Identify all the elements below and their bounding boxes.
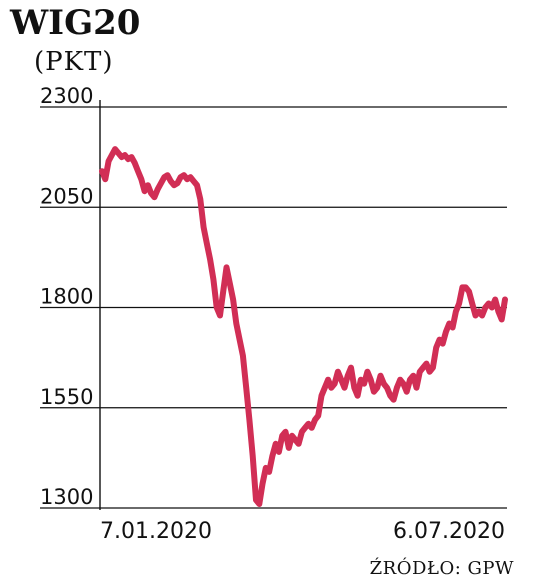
series-lines bbox=[99, 146, 508, 507]
x-axis-end-label: 6.07.2020 bbox=[393, 519, 505, 544]
y-axis-tick-labels: 2300 2050 1800 1550 1300 bbox=[40, 84, 93, 509]
y-tick-label: 1300 bbox=[40, 485, 93, 509]
y-tick-label: 1550 bbox=[40, 385, 93, 409]
gridlines bbox=[40, 106, 507, 509]
chart-title: WIG20 bbox=[9, 3, 140, 43]
y-tick-label: 1800 bbox=[40, 285, 93, 309]
y-tick-label: 2300 bbox=[40, 84, 93, 108]
series-line-0 bbox=[99, 146, 508, 507]
source-credit: ŹRÓDŁO: GPW bbox=[370, 556, 514, 579]
chart-subtitle: (PKT) bbox=[34, 47, 114, 77]
y-tick-label: 2050 bbox=[40, 184, 93, 208]
x-axis-start-label: 7.01.2020 bbox=[100, 519, 212, 544]
